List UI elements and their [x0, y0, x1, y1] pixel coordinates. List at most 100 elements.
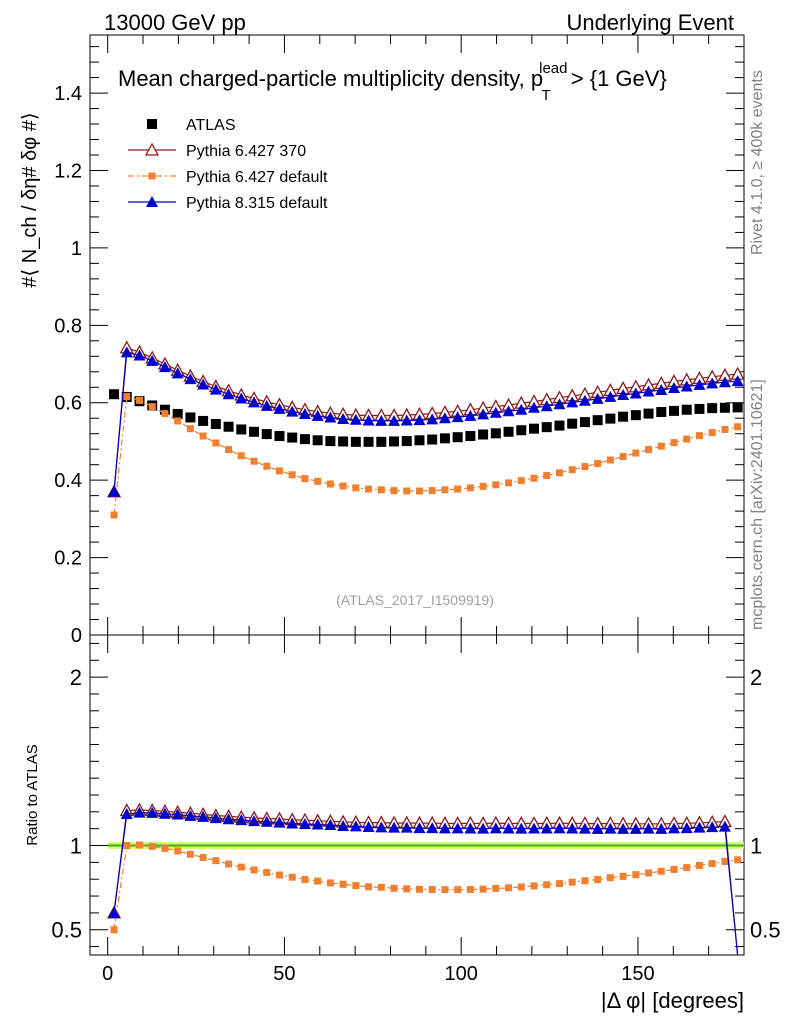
ratio-point-pythia-6-427-default: [288, 873, 296, 881]
point-atlas: [210, 419, 221, 430]
point-atlas: [172, 408, 183, 419]
point-pythia-6-427-default: [186, 425, 194, 433]
rivet-label: Rivet 4.1.0, ≥ 400k events: [749, 70, 766, 255]
point-pythia-8-315-default: [197, 378, 210, 390]
point-pythia-6-427-default: [555, 469, 563, 477]
point-pythia-6-427-default: [174, 417, 182, 425]
ratio-point-pythia-8-315-default: [591, 822, 604, 834]
ratio-point-pythia-8-315-default: [477, 822, 490, 834]
ratio-point-pythia-8-315-default: [617, 822, 630, 834]
point-atlas: [490, 428, 501, 439]
point-atlas: [554, 420, 565, 431]
point-atlas: [541, 422, 552, 433]
point-pythia-6-427-default: [339, 482, 347, 490]
ratio-point-pythia-8-315-default: [680, 822, 693, 834]
ratio-point-pythia-6-427-default: [428, 885, 436, 893]
point-pythia-8-315-default: [451, 411, 464, 423]
ratio-point-pythia-8-315-default: [286, 817, 299, 829]
ratio-ytick-label-right: 0.5: [750, 918, 781, 943]
point-pythia-8-315-default: [680, 380, 693, 392]
ratio-point-pythia-8-315-default: [413, 822, 426, 834]
ratio-point-pythia-6-427-default: [657, 867, 665, 875]
ratio-point-pythia-6-427-default: [505, 884, 513, 892]
point-pythia-8-315-default: [477, 408, 490, 420]
ratio-point-pythia-6-427-default: [683, 864, 691, 872]
point-pythia-6-427-default: [428, 487, 436, 495]
point-pythia-6-427-default: [301, 475, 309, 483]
legend-label-pythia-6-427-370: Pythia 6.427 370: [186, 143, 306, 160]
point-atlas: [452, 432, 463, 443]
ratio-point-pythia-6-427-default: [645, 869, 653, 877]
point-pythia-6-427-default: [505, 479, 513, 487]
ratio-point-pythia-8-315-default: [566, 822, 579, 834]
point-atlas: [643, 408, 654, 419]
point-pythia-8-315-default: [209, 383, 222, 395]
plot-title: Mean charged-particle multiplicity densi…: [118, 60, 667, 104]
plot-title-main: Mean charged-particle multiplicity densi…: [118, 66, 543, 91]
xtick-label: 0: [102, 963, 113, 985]
point-pythia-6-427-default: [581, 463, 589, 471]
point-pythia-6-427-default: [250, 457, 258, 465]
ratio-point-pythia-8-315-default: [426, 822, 439, 834]
ratio-point-pythia-6-427-default: [237, 863, 245, 871]
point-pythia-6-427-default: [403, 487, 411, 495]
ratio-ytick-label: 1: [70, 834, 82, 859]
plot-title-sub: T: [541, 87, 550, 104]
point-pythia-8-315-default: [146, 354, 159, 366]
ratio-point-pythia-6-427-default: [301, 876, 309, 884]
ratio-point-pythia-8-315-default: [362, 821, 375, 832]
point-pythia-8-315-default: [655, 383, 668, 395]
point-atlas: [579, 417, 590, 428]
point-atlas: [630, 410, 641, 421]
point-pythia-6-427-default: [683, 435, 691, 443]
legend-marker-pythia-6-427-370: [144, 142, 160, 156]
point-pythia-8-315-default: [668, 382, 681, 394]
point-pythia-8-315-default: [260, 399, 273, 411]
main-ytick-label: 1.4: [54, 83, 82, 105]
header-right: Underlying Event: [566, 10, 734, 35]
point-pythia-8-315-default: [248, 396, 261, 408]
point-atlas: [249, 426, 260, 437]
point-pythia-6-427-default: [135, 396, 143, 404]
ratio-line-pythia-8-315-default: [113, 812, 739, 956]
ratio-point-pythia-6-427-default: [543, 881, 551, 889]
ratio-point-pythia-6-427-default: [403, 885, 411, 893]
point-pythia-8-315-default: [324, 411, 337, 423]
legend-marker-pythia-6-427-default: [148, 172, 156, 180]
ratio-point-pythia-8-315-default: [311, 818, 324, 830]
ratio-ytick-label-right: 1: [750, 834, 762, 859]
point-pythia-8-315-default: [375, 414, 388, 426]
ratio-point-pythia-8-315-default: [337, 819, 350, 831]
ratio-point-pythia-6-427-default: [466, 885, 474, 893]
ratio-point-pythia-6-427-default: [555, 880, 563, 888]
ratio-point-pythia-8-315-default: [273, 816, 286, 828]
ratio-point-pythia-6-427-default: [123, 842, 131, 850]
ratio-point-pythia-8-315-default: [642, 822, 655, 834]
point-pythia-6-427-default: [619, 453, 627, 461]
main-ytick-label: 0.6: [54, 393, 82, 415]
ratio-point-pythia-8-315-default: [171, 808, 184, 820]
point-pythia-8-315-default: [413, 414, 426, 426]
point-pythia-6-427-default: [390, 487, 398, 495]
point-pythia-6-427-default: [479, 482, 487, 490]
point-pythia-8-315-default: [464, 409, 477, 421]
series-layer: [106, 340, 745, 956]
ratio-point-pythia-8-315-default: [298, 817, 311, 829]
point-atlas: [503, 426, 514, 437]
ratio-point-pythia-6-427-default: [581, 877, 589, 885]
point-atlas: [656, 407, 667, 418]
point-pythia-6-427-default: [454, 485, 462, 493]
point-pythia-6-427-default: [657, 442, 665, 450]
point-pythia-8-315-default: [222, 388, 235, 400]
point-atlas: [414, 435, 425, 446]
point-atlas: [350, 436, 361, 447]
mcplots-label: mcplots.cern.ch [arXiv:2401.10621]: [749, 379, 766, 630]
ratio-point-pythia-8-315-default: [184, 809, 197, 821]
ratio-point-pythia-8-315-default: [400, 821, 413, 833]
point-pythia-6-427-default: [594, 460, 602, 468]
point-pythia-8-315-default: [591, 392, 604, 404]
main-ytick-label: 1: [71, 238, 82, 260]
ratio-point-pythia-8-315-default: [693, 821, 706, 833]
legend: ATLAS Pythia 6.427 370 Pythia 6.427 defaul…: [128, 117, 328, 212]
axis-ticks: 0 0.2 0.4 0.6 0.8 1 1.2 1.4 0 50 100 150 0.5 0.5 1 1 2 2: [51, 35, 781, 985]
